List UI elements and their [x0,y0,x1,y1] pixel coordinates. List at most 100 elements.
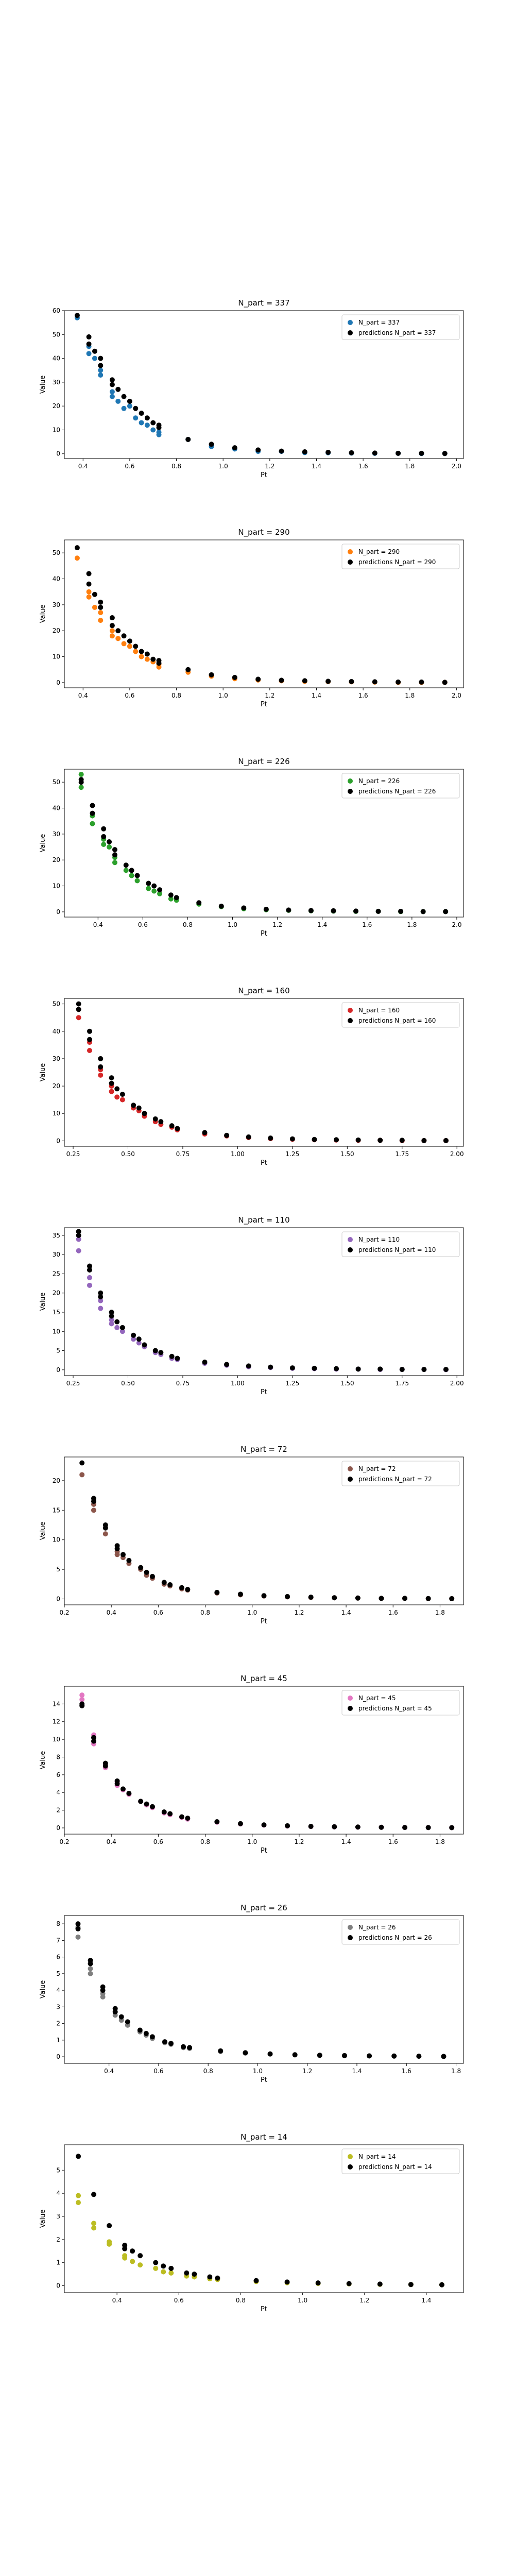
legend: N_part = 26 predictions N_part = 26 [341,1919,460,1945]
data-point [144,422,150,428]
data-series [74,555,448,685]
prediction-point [144,651,150,657]
prediction-point [263,906,269,912]
prediction-point [161,2263,166,2269]
prediction-point [261,1822,267,1828]
legend: N_part = 110 predictions N_part = 110 [341,1231,460,1257]
data-point [131,1336,136,1342]
prediction-point [130,2248,135,2254]
prediction-point [119,1325,125,1330]
prediction-point [129,868,134,873]
y-tick-label: 1 [56,2037,60,2044]
y-tick-label: 50 [53,1001,60,1008]
prediction-point [372,679,377,685]
prediction-point [377,1366,383,1372]
legend: N_part = 337 predictions N_part = 337 [341,314,460,340]
legend: N_part = 160 predictions N_part = 160 [341,1002,460,1028]
data-point [88,1971,93,1976]
data-point [76,1015,81,1021]
prediction-point [332,1595,337,1601]
x-tick-label: 1.00 [231,1380,245,1387]
x-tick-label: 0.8 [200,1609,210,1616]
prediction-point [379,1824,384,1830]
prediction-point [416,2054,422,2059]
prediction-point [246,1134,251,1140]
y-tick-label: 5 [56,1347,60,1354]
legend-label: predictions N_part = 72 [358,1476,432,1483]
prediction-point [184,2270,190,2276]
prediction-point [209,672,214,677]
legend-label: predictions N_part = 26 [358,1934,432,1941]
data-point [151,888,157,894]
prediction-point [181,2044,186,2049]
prediction-point [133,643,139,649]
data-point [146,886,151,891]
legend: N_part = 45 predictions N_part = 45 [341,1690,460,1716]
x-tick-label: 0.75 [176,1380,190,1387]
prediction-point [349,450,354,455]
prediction-point [207,2274,213,2280]
x-tick-label: 0.8 [171,463,181,470]
prediction-point [86,341,92,347]
prediction-point [98,363,104,368]
x-tick-label: 1.0 [218,692,228,699]
x-tick-label: 1.4 [341,1609,351,1616]
prediction-point [267,2051,273,2057]
y-tick-label: 4 [56,2190,60,2197]
data-series [76,1001,449,1143]
prediction-point [353,908,359,914]
legend-label: N_part = 26 [358,1924,396,1931]
x-tick-label: 1.00 [231,1150,245,1158]
y-tick-label: 25 [53,1270,60,1277]
prediction-point [325,449,331,455]
y-tick-label: 0 [56,1824,60,1832]
prediction-point [91,1735,96,1740]
x-tick-label: 1.8 [435,1838,445,1845]
x-tick-label: 1.2 [265,463,274,470]
prediction-point [308,1595,314,1600]
prediction-point [79,1460,85,1466]
x-tick-label: 1.8 [405,692,415,699]
prediction-point [237,1591,243,1597]
data-point [91,2221,97,2226]
y-axis-label: Value [39,1522,47,1540]
prediction-point [142,1342,147,1348]
prediction-point [107,839,112,844]
y-axis-label: Value [39,605,47,623]
x-tick-label: 0.6 [153,1838,163,1845]
x-axis-label: Pt [261,1618,267,1625]
prediction-point [112,2009,118,2015]
data-series [76,1236,449,1372]
x-tick-label: 2.0 [452,692,461,699]
x-tick-label: 1.2 [272,921,282,928]
x-tick-label: 2.00 [450,1150,464,1158]
data-point [122,2255,128,2261]
x-axis-label: Pt [261,2306,267,2313]
legend-box [341,1919,460,1945]
y-tick-label: 10 [53,1736,60,1743]
prediction-point [302,449,307,455]
prediction-point [308,908,314,913]
data-point [76,2193,81,2198]
prediction-point [109,1080,114,1086]
chart-title: N_part = 160 [238,986,289,996]
prediction-point [101,826,107,832]
prediction-point [149,1804,155,1809]
data-point [161,2269,166,2275]
legend: N_part = 290 predictions N_part = 290 [341,544,460,569]
data-point [119,1329,125,1334]
prediction-point [121,633,127,639]
prediction-point [101,834,107,839]
prediction-point [131,1332,136,1338]
x-tick-label: 0.75 [176,1150,190,1158]
prediction-point [112,847,117,853]
prediction-point [91,2192,97,2197]
prediction-point [152,1348,158,1353]
prediction-point [396,450,401,456]
x-tick-label: 0.4 [107,1838,116,1845]
prediction-point [143,2030,149,2036]
y-tick-label: 10 [53,1110,60,1117]
prediction-point [149,1573,155,1579]
prediction-point [168,892,174,898]
y-tick-label: 0 [56,2282,60,2290]
